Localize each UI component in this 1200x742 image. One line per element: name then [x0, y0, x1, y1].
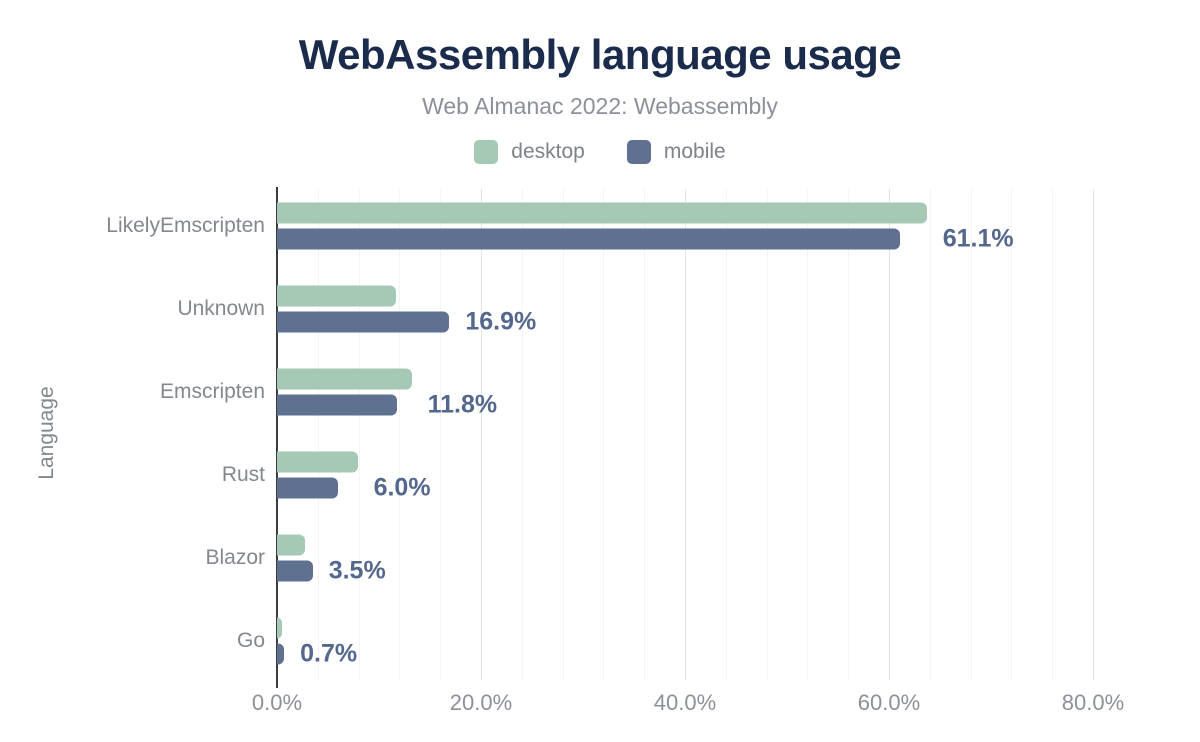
minor-gridline — [562, 189, 564, 680]
bar-pair — [277, 285, 1093, 333]
desktop-bar[interactable] — [277, 451, 358, 473]
mobile-bar[interactable] — [277, 643, 285, 665]
minor-gridline — [848, 189, 850, 680]
mobile-swatch-icon — [626, 140, 651, 164]
minor-gridline — [970, 189, 972, 680]
value-label: 0.7% — [300, 639, 358, 668]
bar-row: 3.5% — [277, 516, 1093, 599]
category-label-blazor: Blazor — [205, 545, 265, 569]
category-label-rust: Rust — [221, 462, 265, 486]
minor-gridline — [399, 189, 401, 680]
chart-title: WebAssembly language usage — [298, 31, 902, 78]
plot-area: 61.1% 16.9% 11.8% 6.0% 3.5% 0.7% — [276, 185, 1094, 688]
value-label: 11.8% — [427, 390, 498, 419]
minor-gridline — [766, 189, 768, 680]
bar-row: 16.9% — [277, 268, 1093, 351]
desktop-bar[interactable] — [277, 368, 412, 390]
bar-pair — [277, 202, 1093, 250]
desktop-bar[interactable] — [277, 617, 283, 639]
x-tick-label: 40.0% — [653, 690, 717, 715]
desktop-bar[interactable] — [277, 285, 397, 307]
minor-gridline — [317, 189, 319, 680]
mobile-bar[interactable] — [277, 228, 901, 250]
category-label-emscripten: Emscripten — [159, 380, 265, 404]
mobile-bar[interactable] — [277, 477, 339, 499]
desktop-swatch-icon — [474, 140, 499, 164]
major-gridline — [481, 189, 482, 680]
minor-gridline — [725, 189, 727, 680]
minor-gridline — [1052, 189, 1054, 680]
mobile-bar[interactable] — [277, 394, 398, 416]
bar-row: 6.0% — [277, 433, 1093, 516]
minor-gridline — [358, 189, 360, 680]
legend-label-mobile: mobile — [663, 140, 726, 163]
legend-item-desktop[interactable]: desktop — [474, 140, 585, 164]
legend: desktop mobile — [0, 140, 1200, 164]
bar-row: 61.1% — [277, 185, 1093, 268]
bar-row: 0.7% — [277, 599, 1093, 682]
category-label-go: Go — [236, 628, 265, 652]
value-label: 3.5% — [328, 556, 386, 585]
category-label-unknown: Unknown — [177, 297, 265, 321]
value-label: 16.9% — [465, 307, 537, 336]
bar-row: 11.8% — [277, 351, 1093, 434]
chart-subtitle: Web Almanac 2022: Webassembly — [422, 93, 778, 119]
major-gridline — [685, 189, 686, 680]
minor-gridline — [1011, 189, 1013, 680]
bar-rows: 61.1% 16.9% 11.8% 6.0% 3.5% 0.7% — [277, 185, 1093, 682]
x-tick-label: 60.0% — [857, 690, 921, 715]
y-axis-line — [276, 187, 278, 688]
major-gridline — [1093, 189, 1094, 680]
x-tick-label: 0.0% — [251, 690, 303, 715]
bar-pair — [277, 617, 1093, 665]
category-label-likelyemscripten: LikelyEmscripten — [106, 214, 265, 238]
minor-gridline — [521, 189, 523, 680]
desktop-bar[interactable] — [277, 202, 927, 224]
desktop-bar[interactable] — [277, 534, 305, 556]
category-labels: LikelyEmscripten Unknown Emscripten Rust Bla… — [0, 185, 265, 682]
x-tick-label: 80.0% — [1061, 690, 1125, 715]
legend-label-desktop: desktop — [511, 140, 585, 163]
bar-pair — [277, 368, 1093, 416]
x-tick-label: 20.0% — [449, 690, 513, 715]
bar-pair — [277, 534, 1093, 582]
mobile-bar[interactable] — [277, 560, 313, 582]
minor-gridline — [440, 189, 442, 680]
legend-item-mobile[interactable]: mobile — [626, 140, 726, 164]
bar-pair — [277, 451, 1093, 499]
minor-gridline — [644, 189, 646, 680]
minor-gridline — [807, 189, 809, 680]
mobile-bar[interactable] — [277, 311, 450, 333]
major-gridline — [889, 189, 890, 680]
value-label: 61.1% — [942, 224, 1014, 253]
minor-gridline — [929, 189, 931, 680]
value-label: 6.0% — [373, 473, 431, 502]
minor-gridline — [603, 189, 605, 680]
